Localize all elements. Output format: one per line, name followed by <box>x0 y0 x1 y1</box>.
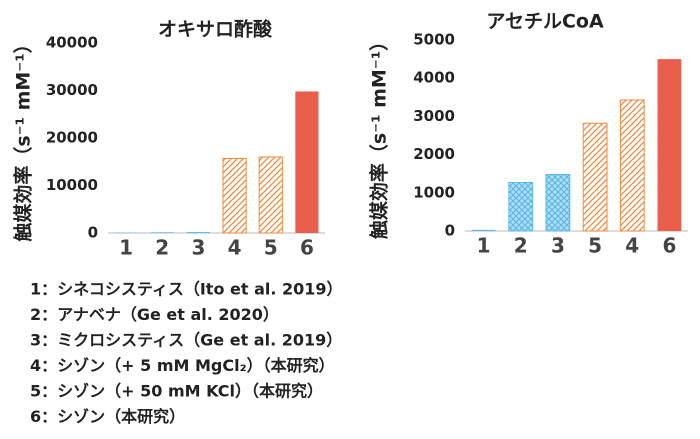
y-axis-label: 触媒効率（s⁻¹ mM⁻¹） <box>12 34 35 241</box>
chart-title: アセチルCoA <box>486 11 604 33</box>
bar <box>583 123 607 231</box>
x-tick-label: 4 <box>625 234 639 258</box>
y-tick-label: 1000 <box>413 183 455 201</box>
legend-note: 2：アナベナ（Ge et al. 2020） <box>30 305 279 324</box>
x-tick-label: 3 <box>551 234 565 258</box>
bar <box>620 100 644 231</box>
legend-note: 4：シゾン（+ 5 mM MgCl₂）（本研究） <box>30 356 335 375</box>
y-tick-label: 4000 <box>413 69 455 87</box>
y-tick-label: 5000 <box>413 31 455 49</box>
y-tick-label: 2000 <box>413 145 455 163</box>
x-tick-label: 6 <box>662 234 676 258</box>
x-tick-label: 5 <box>264 236 278 260</box>
y-axis-label: 触媒効率（s⁻¹ mM⁻¹） <box>368 32 391 239</box>
legend-note: 1：シネコシスティス（Ito et al. 2019） <box>30 280 343 299</box>
bar <box>472 230 496 231</box>
bar <box>658 59 682 231</box>
y-tick-label: 30000 <box>46 81 98 99</box>
y-tick-label: 3000 <box>413 107 455 125</box>
x-tick-label: 3 <box>191 236 205 260</box>
bar <box>546 174 570 231</box>
x-tick-label: 6 <box>300 236 314 260</box>
x-tick-label: 2 <box>514 234 528 258</box>
legend-note: 3：ミクロシスティス（Ge et al. 2019） <box>30 331 342 350</box>
y-tick-label: 10000 <box>46 176 98 194</box>
y-tick-label: 0 <box>445 222 455 240</box>
chart-title: オキサロ酢酸 <box>158 18 273 41</box>
x-tick-label: 1 <box>119 236 133 260</box>
legend-note: 6：シゾン（本研究） <box>30 407 185 426</box>
bar <box>259 157 282 233</box>
bar <box>295 91 318 233</box>
x-tick-label: 2 <box>155 236 169 260</box>
x-tick-label: 1 <box>477 234 491 258</box>
bar <box>187 232 210 233</box>
x-tick-label: 4 <box>228 236 242 260</box>
y-tick-label: 40000 <box>46 34 98 52</box>
x-tick-label: 5 <box>588 234 602 258</box>
bar <box>151 232 174 233</box>
y-tick-label: 20000 <box>46 129 98 147</box>
y-tick-label: 0 <box>88 224 98 242</box>
bar <box>509 182 533 231</box>
bar <box>223 158 246 233</box>
legend-note: 5：シゾン（+ 50 mM KCl）（本研究） <box>30 382 323 401</box>
